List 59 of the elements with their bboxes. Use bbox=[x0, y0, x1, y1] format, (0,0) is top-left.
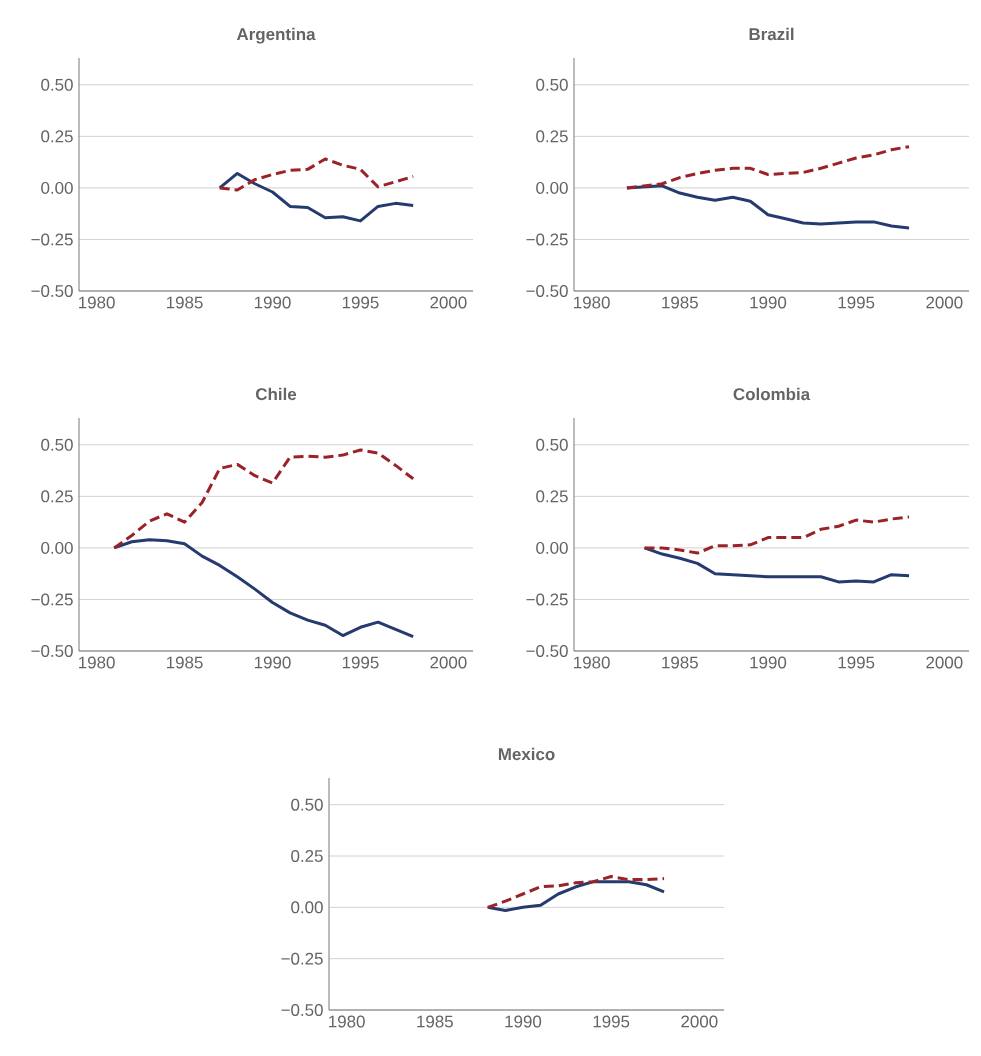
x-tick-label: 2000 bbox=[926, 296, 963, 309]
x-tick-label: 1995 bbox=[838, 656, 875, 669]
y-tick-label: −0.25 bbox=[31, 233, 73, 246]
y-tick-label: 0.50 bbox=[41, 78, 73, 91]
x-tick-label: 2000 bbox=[430, 656, 467, 669]
y-tick-label: −0.50 bbox=[31, 645, 73, 657]
line-series bbox=[218, 171, 415, 223]
chart-title: Chile bbox=[255, 387, 297, 401]
x-tick-label: 2000 bbox=[430, 296, 467, 309]
line-series bbox=[218, 157, 415, 192]
y-tick-label: 0.00 bbox=[41, 541, 73, 554]
x-tick-label: 1995 bbox=[838, 296, 875, 309]
chart-title: Argentina bbox=[236, 27, 316, 44]
x-tick-label: 1980 bbox=[574, 656, 610, 669]
x-tick-label: 1995 bbox=[342, 296, 379, 309]
x-tick-label: 2000 bbox=[681, 1015, 718, 1028]
y-tick-label: −0.25 bbox=[281, 952, 323, 965]
y-tick-label: −0.50 bbox=[31, 284, 73, 297]
x-tick-label: 1995 bbox=[593, 1015, 630, 1028]
chart-title: Colombia bbox=[733, 387, 811, 401]
line-series bbox=[112, 538, 415, 639]
y-tick-label: 0.50 bbox=[41, 438, 73, 451]
x-tick-label: 1985 bbox=[166, 656, 203, 669]
y-tick-label: −0.50 bbox=[281, 1004, 323, 1016]
y-tick-label: −0.25 bbox=[526, 233, 568, 246]
x-tick-label: 1980 bbox=[79, 656, 115, 669]
x-tick-label: 1985 bbox=[166, 296, 203, 309]
y-tick-label: 0.00 bbox=[536, 541, 568, 554]
x-tick-label: 1990 bbox=[505, 1015, 542, 1028]
x-tick-label: 1980 bbox=[79, 296, 115, 309]
y-tick-label: −0.25 bbox=[526, 593, 568, 606]
line-series bbox=[112, 448, 415, 550]
x-tick-label: 1990 bbox=[254, 656, 291, 669]
y-tick-label: 0.50 bbox=[291, 798, 323, 811]
x-tick-label: 1990 bbox=[254, 296, 291, 309]
x-tick-label: 1990 bbox=[750, 656, 787, 669]
y-tick-label: 0.25 bbox=[291, 850, 323, 863]
y-tick-label: 0.00 bbox=[536, 181, 568, 194]
y-tick-label: 0.50 bbox=[536, 78, 568, 91]
chart-title: Brazil bbox=[749, 27, 794, 41]
y-tick-label: 0.25 bbox=[41, 490, 73, 503]
x-tick-label: 1985 bbox=[662, 656, 698, 669]
x-tick-label: 1985 bbox=[662, 296, 698, 309]
y-tick-label: −0.50 bbox=[526, 645, 568, 657]
y-tick-label: 0.00 bbox=[291, 901, 323, 914]
x-tick-label: 1980 bbox=[329, 1015, 365, 1028]
x-tick-label: 1995 bbox=[342, 656, 379, 669]
y-tick-label: −0.25 bbox=[31, 593, 73, 606]
x-tick-label: 2000 bbox=[926, 656, 963, 669]
y-tick-label: −0.50 bbox=[526, 284, 568, 297]
y-tick-label: 0.25 bbox=[536, 490, 568, 503]
x-tick-label: 1990 bbox=[750, 296, 787, 309]
y-tick-label: 0.25 bbox=[536, 130, 568, 143]
x-tick-label: 1985 bbox=[417, 1015, 453, 1028]
y-tick-label: 0.00 bbox=[41, 181, 73, 194]
chart-title: Mexico bbox=[498, 747, 555, 761]
x-tick-label: 1980 bbox=[574, 296, 610, 309]
y-tick-label: 0.50 bbox=[536, 438, 568, 451]
y-tick-label: 0.25 bbox=[41, 130, 73, 143]
